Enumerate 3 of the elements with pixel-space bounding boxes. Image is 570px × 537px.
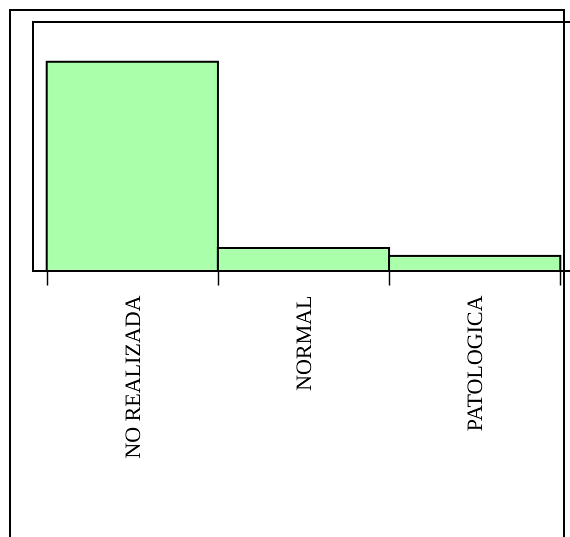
x-tick-label: NORMAL (291, 296, 316, 391)
x-tick-label: NO REALIZADA (120, 295, 145, 459)
x-tick-label: PATOLOGICA (462, 295, 488, 432)
